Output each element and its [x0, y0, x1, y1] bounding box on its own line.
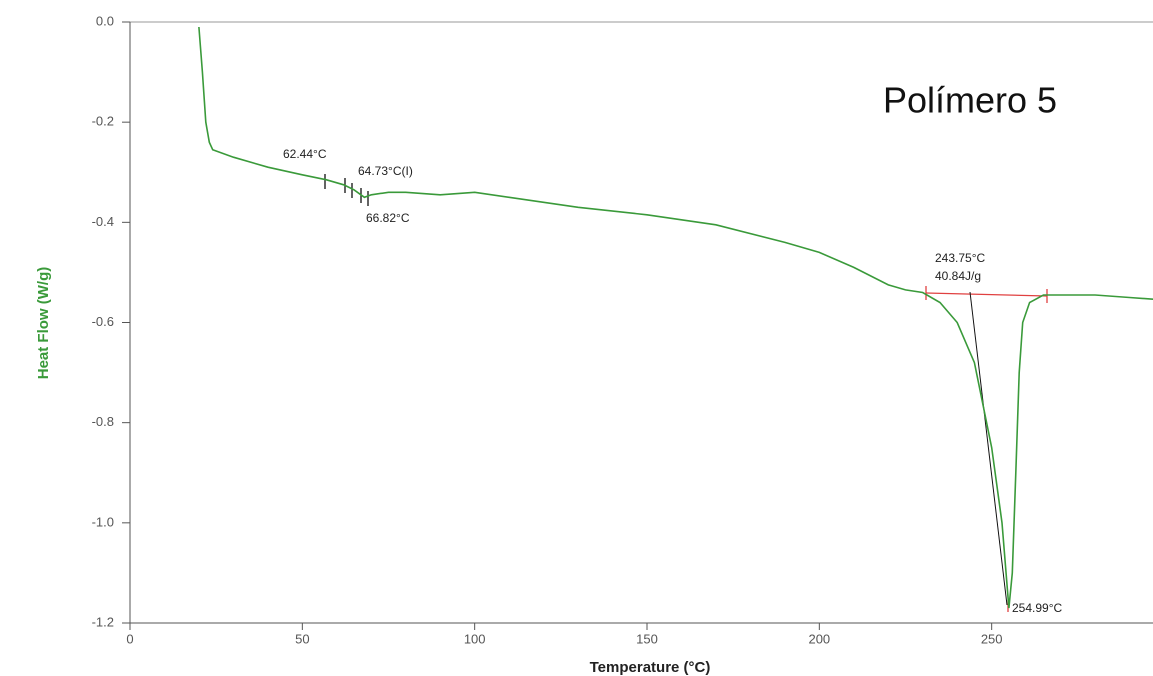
y-tick-label: -0.6 — [92, 314, 114, 329]
y-tick-label: -0.4 — [92, 214, 114, 229]
transition-markers — [324, 174, 369, 206]
x-axis-label: Temperature (°C) — [590, 659, 711, 676]
x-tick-label: 50 — [295, 631, 309, 646]
x-tick-label: 200 — [808, 631, 830, 646]
y-tick-label: -0.8 — [92, 414, 114, 429]
heat-flow-line — [198, 26, 1153, 609]
annotation: 40.84J/g — [935, 269, 981, 283]
chart-title: Polímero 5 — [883, 80, 1057, 121]
peak-tangent — [969, 291, 1008, 606]
x-tick-label: 0 — [126, 631, 133, 646]
peak-baseline — [925, 286, 1048, 612]
y-tick-label: -1.2 — [92, 614, 114, 629]
x-tick-label: 250 — [981, 631, 1003, 646]
annotation: 66.82°C — [366, 211, 410, 225]
y-tick-label: 0.0 — [96, 13, 114, 28]
annotation: 243.75°C — [935, 251, 986, 265]
y-axis-label: Heat Flow (W/g) — [35, 267, 52, 380]
y-tick-label: -1.0 — [92, 514, 114, 529]
annotation: 254.99°C — [1012, 601, 1063, 615]
annotation: 64.73°C(I) — [358, 164, 413, 178]
annotation: 62.44°C — [283, 147, 327, 161]
y-tick-label: -0.2 — [92, 114, 114, 129]
x-tick-label: 150 — [636, 631, 658, 646]
x-tick-label: 100 — [464, 631, 486, 646]
